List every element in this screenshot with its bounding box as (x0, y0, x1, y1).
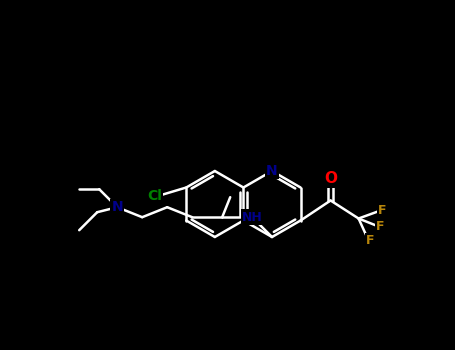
Text: F: F (376, 220, 385, 233)
Text: F: F (366, 234, 375, 247)
Text: N: N (111, 200, 123, 214)
Text: F: F (378, 204, 387, 217)
Text: Cl: Cl (147, 189, 162, 203)
Text: N: N (266, 164, 278, 178)
Text: NH: NH (242, 211, 263, 224)
Text: O: O (324, 171, 337, 186)
